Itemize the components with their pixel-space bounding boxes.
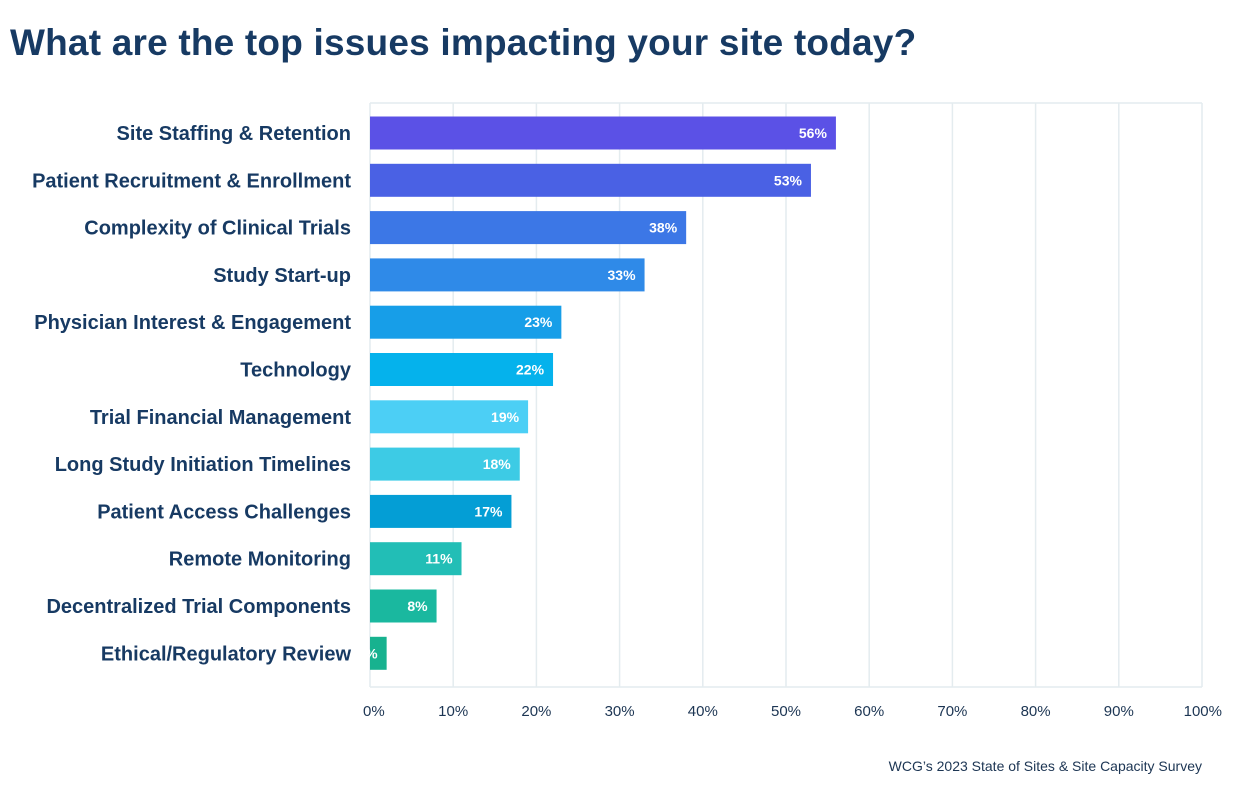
bar <box>370 636 387 670</box>
x-tick-label: 30% <box>605 703 635 720</box>
bar-value-label: 11% <box>425 551 453 567</box>
x-tick-label: 10% <box>438 703 468 720</box>
bar-value-label: 53% <box>774 172 803 188</box>
bar <box>370 447 520 481</box>
bar-value-label: 17% <box>474 503 503 519</box>
category-labels: Site Staffing & Retention Patient Recruit… <box>32 123 352 665</box>
bar-value-label: 22% <box>516 362 545 378</box>
source-note: WCG’s 2023 State of Sites & Site Capacit… <box>888 758 1202 774</box>
bar <box>370 258 645 292</box>
bar <box>370 353 554 386</box>
bar <box>370 305 562 339</box>
x-tick-label: 90% <box>1104 703 1134 720</box>
category-label: Technology <box>240 360 352 382</box>
x-tick-label: 60% <box>854 703 884 720</box>
x-tick-label: 40% <box>688 703 718 720</box>
bar <box>370 589 437 623</box>
category-label: Study Start-up <box>213 265 351 287</box>
bar-value-label: 18% <box>483 456 512 472</box>
bar <box>370 494 512 528</box>
x-tick-label: 80% <box>1021 703 1051 720</box>
x-tick-label: 20% <box>521 703 551 720</box>
bar-value-label: 8% <box>407 598 428 614</box>
category-label: Ethical/Regulatory Review <box>101 643 352 665</box>
gridlines <box>369 102 1203 688</box>
category-label: Remote Monitoring <box>169 549 351 571</box>
bars: 56% 53% 38% 33% 23% 22% 19% 18% 17% 11% 8% 2% <box>357 116 836 670</box>
bar-value-label: 33% <box>608 267 637 283</box>
category-label: Patient Recruitment & Enrollment <box>32 170 351 192</box>
bar-value-label: 56% <box>799 125 828 141</box>
bar <box>370 400 529 434</box>
bar <box>370 211 687 245</box>
category-label: Complexity of Clinical Trials <box>84 218 351 240</box>
category-label: Patient Access Challenges <box>97 501 351 523</box>
category-label: Trial Financial Management <box>90 407 352 429</box>
bar-value-label: 19% <box>491 409 520 425</box>
bar <box>370 116 836 150</box>
x-axis-ticks: 0% 10% 20% 30% 40% 50% 60% 70% 80% 90% 100% <box>363 703 1222 720</box>
x-tick-label: 70% <box>937 703 967 720</box>
bar-value-label: 2% <box>357 645 378 661</box>
category-label: Site Staffing & Retention <box>117 123 351 145</box>
x-tick-label: 0% <box>363 703 385 720</box>
category-label: Long Study Initiation Timelines <box>55 454 351 476</box>
x-tick-label: 100% <box>1184 703 1222 720</box>
bar-value-label: 38% <box>649 220 678 236</box>
x-tick-label: 50% <box>771 703 801 720</box>
category-label: Physician Interest & Engagement <box>34 312 351 334</box>
bar <box>370 542 462 576</box>
chart-title: What are the top issues impacting your s… <box>10 22 917 63</box>
bar-value-label: 23% <box>524 314 553 330</box>
category-label: Decentralized Trial Components <box>46 596 351 618</box>
bar <box>370 163 811 197</box>
